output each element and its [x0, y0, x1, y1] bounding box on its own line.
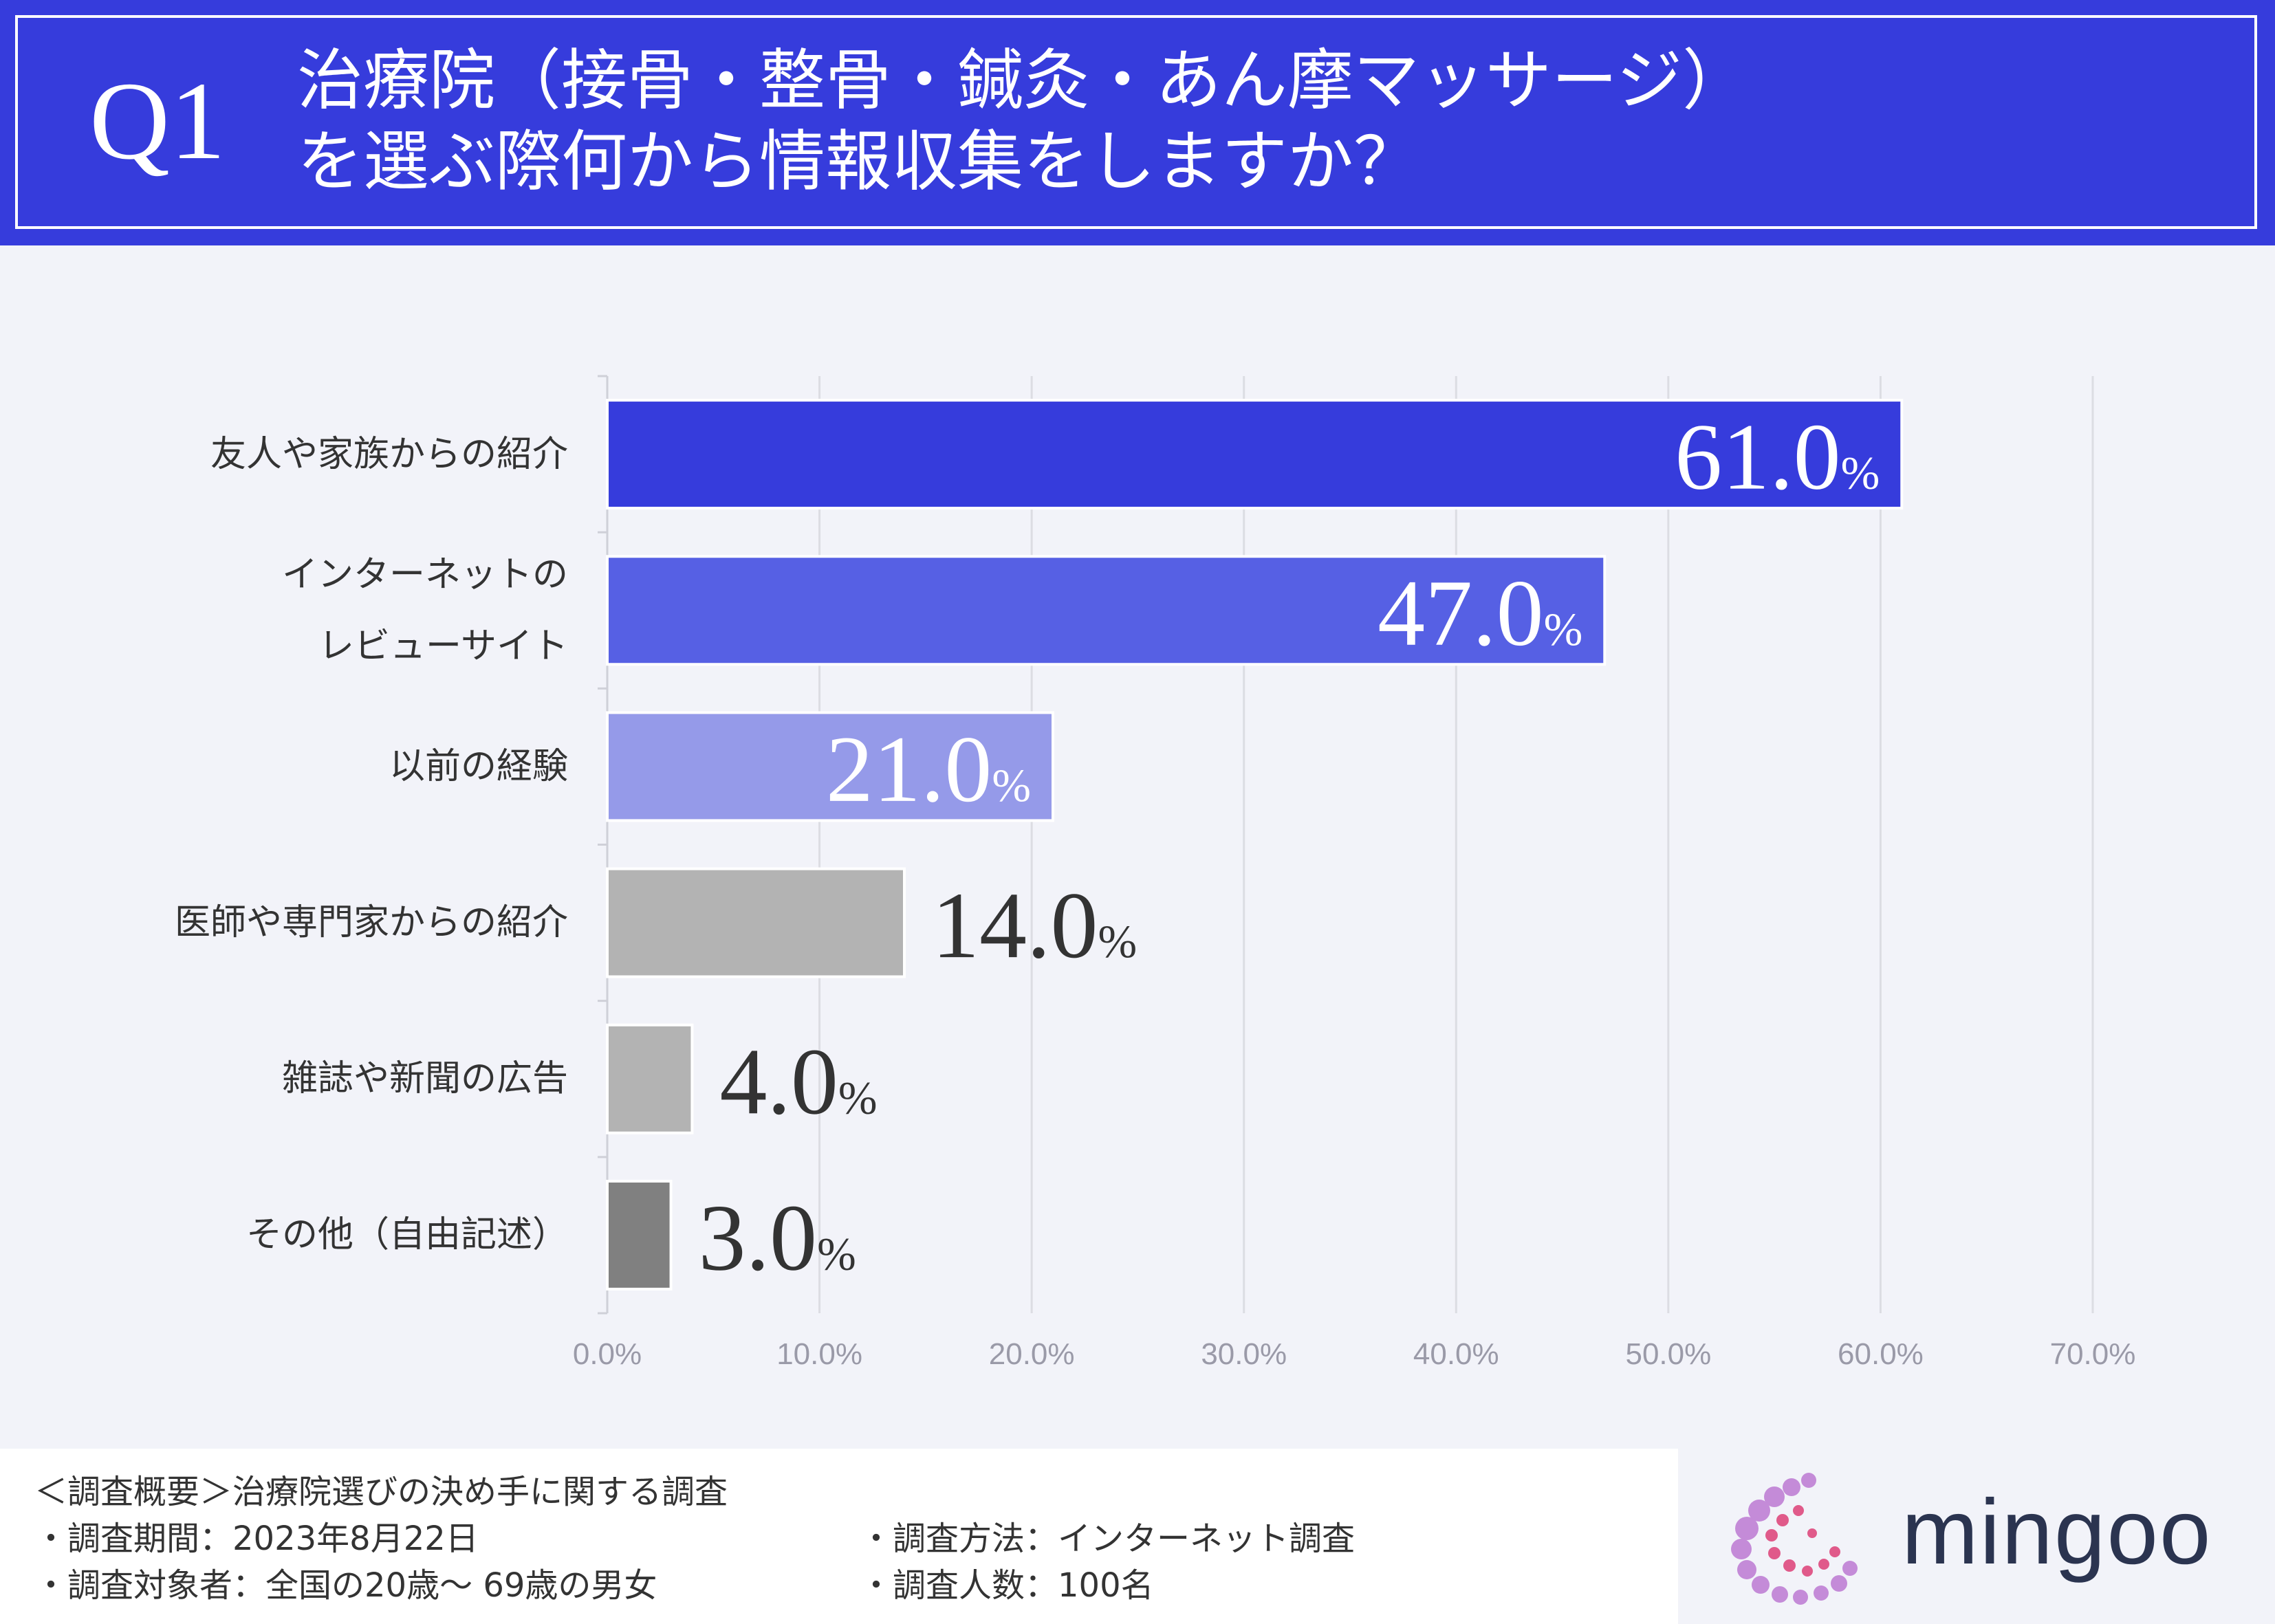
category-label-line: 友人や家族からの紹介 — [210, 433, 568, 475]
logo-dot — [1807, 1528, 1817, 1538]
logo-dot — [1752, 1576, 1770, 1594]
logo-dot — [1765, 1529, 1778, 1541]
logo-dot — [1842, 1561, 1858, 1576]
question-title-line-2: を選ぶ際何から情報収集をしますか？ — [297, 123, 1419, 200]
category-label: 医師や専門家からの紹介 — [175, 887, 568, 958]
bar — [606, 1023, 694, 1134]
mingoo-logo-icon — [1731, 1473, 1858, 1605]
logo-dot — [1814, 1585, 1829, 1601]
logo-dot — [1735, 1517, 1759, 1540]
category-label: インターネットのレビューサイト — [282, 539, 568, 682]
x-tick-label: 60.0% — [1838, 1337, 1924, 1371]
category-label-line: 雑誌や新聞の広告 — [281, 1058, 568, 1100]
x-tick-label: 50.0% — [1625, 1337, 1711, 1371]
survey-target: ・調査対象者：全国の20歳〜 69歳の男女 — [34, 1566, 657, 1605]
logo-dot — [1802, 1566, 1813, 1577]
logo-dot — [1731, 1539, 1752, 1559]
logo-dot — [1793, 1505, 1804, 1516]
category-label-line: レビューサイト — [318, 625, 568, 667]
category-label-line: その他（自由記述） — [246, 1214, 568, 1256]
survey-overview-title: ＜調査概要＞治療院選びの決め手に関する調査 — [34, 1473, 728, 1511]
logo-dot — [1748, 1500, 1770, 1522]
data-label: 14.0% — [932, 873, 1137, 978]
survey-period: ・調査期間：2023年8月22日 — [34, 1519, 479, 1558]
header-frame — [15, 15, 2257, 229]
logo-dot — [1818, 1559, 1829, 1570]
x-tick-label: 70.0% — [2050, 1337, 2136, 1371]
bar-chart: 友人や家族からの紹介インターネットのレビューサイト以前の経験医師や専門家からの紹… — [0, 245, 2275, 1449]
logo-dot — [1831, 1575, 1847, 1592]
category-label: 以前の経験 — [389, 731, 568, 802]
x-tick-label: 40.0% — [1413, 1337, 1499, 1371]
logo-dot — [1776, 1514, 1789, 1526]
data-label: 4.0% — [719, 1029, 877, 1134]
bar — [606, 399, 1904, 510]
logo-dot — [1768, 1547, 1781, 1559]
x-tick-label: 10.0% — [776, 1337, 862, 1371]
survey-count: ・調査人数：100名 — [860, 1566, 1154, 1605]
header-banner: Q1 治療院（接骨・整骨・鍼灸・あん摩マッサージ） を選ぶ際何から情報収集をしま… — [0, 0, 2275, 245]
category-label-line: 医師や専門家からの紹介 — [174, 902, 568, 944]
category-label: 友人や家族からの紹介 — [210, 419, 568, 490]
category-label-line: 以前の経験 — [389, 745, 568, 787]
logo: mingoo — [1678, 1449, 2275, 1624]
category-label: 雑誌や新聞の広告 — [282, 1043, 568, 1115]
bar — [606, 867, 906, 978]
survey-method: ・調査方法：インターネット調査 — [860, 1519, 1356, 1558]
x-tick-label: 30.0% — [1201, 1337, 1287, 1371]
bar — [606, 1179, 673, 1291]
x-tick-label: 20.0% — [989, 1337, 1075, 1371]
data-label: 21.0% — [826, 716, 1031, 822]
footer: ＜調査概要＞治療院選びの決め手に関する調査 ・調査期間：2023年8月22日 ・… — [0, 1449, 2275, 1624]
category-label-line: インターネットの — [281, 553, 568, 595]
logo-dot — [1783, 1559, 1796, 1572]
logo-dot — [1829, 1546, 1840, 1557]
logo-text: mingoo — [1902, 1481, 2212, 1583]
logo-dot — [1772, 1586, 1788, 1603]
logo-dot — [1801, 1473, 1816, 1488]
question-title-line-1: 治療院（接骨・整骨・鍼灸・あん摩マッサージ） — [297, 42, 1749, 119]
x-tick-label: 0.0% — [573, 1337, 642, 1371]
data-label: 3.0% — [699, 1185, 856, 1290]
logo-dot — [1793, 1590, 1808, 1605]
category-label: その他（自由記述） — [246, 1199, 568, 1271]
logo-dot — [1737, 1560, 1756, 1579]
survey-overview: ＜調査概要＞治療院選びの決め手に関する調査 ・調査期間：2023年8月22日 ・… — [34, 1469, 1685, 1617]
logo-dot — [1764, 1486, 1785, 1507]
logo-dot — [1783, 1478, 1800, 1496]
bar — [606, 555, 1607, 666]
question-number: Q1 — [89, 60, 226, 183]
chart-plot: 0.0% 10.0% 20.0% 30.0% 40.0% 50.0% 60.0% 70.0%6… — [573, 375, 2136, 1371]
bar — [606, 711, 1054, 822]
